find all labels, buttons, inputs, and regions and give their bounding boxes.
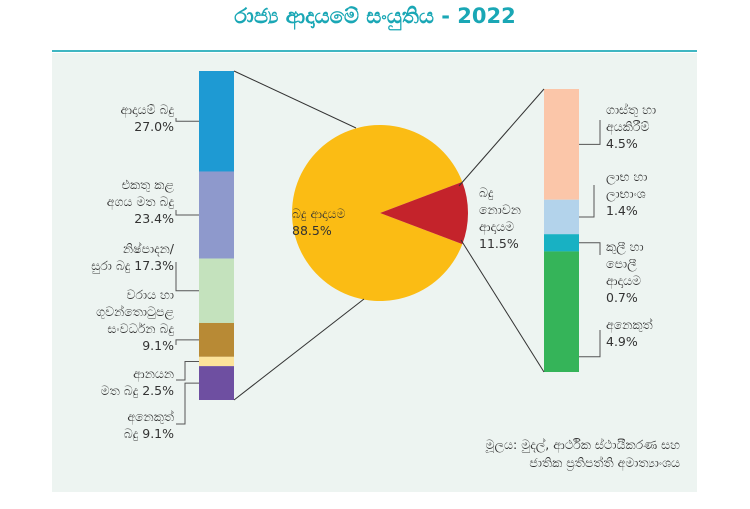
right-bar-segment-1 xyxy=(544,199,579,235)
chart-title: රාජ්‍ය ආදායමේ සංයුතිය - 2022 xyxy=(234,4,516,28)
leader-right-3 xyxy=(579,330,601,358)
left-bar-label-2: නිෂ්පාදන/ සුරා බදු 17.3% xyxy=(91,241,174,273)
right-bar-segment-2 xyxy=(544,234,579,252)
leader-right-2 xyxy=(579,242,601,255)
pie-slice-tax-revenue xyxy=(292,124,463,301)
left-bar-label-5: අනෙකුත් බදු 9.1% xyxy=(123,409,174,441)
left-bar-segment-5 xyxy=(199,366,234,400)
left-bar-segment-2 xyxy=(199,258,234,323)
leader-right-1 xyxy=(579,185,595,218)
left-bar-label-3: වරාය හා ගුවන්තොටුපළ සංවර්ධන බදු 9.1% xyxy=(96,287,174,353)
left-bar-segment-4 xyxy=(199,356,234,367)
right-bar-label-3: අනෙකුත් 4.9% xyxy=(606,317,653,349)
left-bar-segment-1 xyxy=(199,171,234,259)
right-bar-label-1: ලාභ හා ලාභාංශ 1.4% xyxy=(606,169,648,218)
leader-right-0 xyxy=(579,120,601,145)
pie-label-non-tax-revenue: බදු නොවන ආදායම 11.5% xyxy=(479,185,521,251)
right-bar-segment-0 xyxy=(544,89,579,200)
connector-left-bottom xyxy=(233,298,365,401)
right-bar-label-2: කුලී හා පොලී ආදායම 0.7% xyxy=(606,239,644,305)
title-underline xyxy=(52,50,697,52)
left-bar-segment-0 xyxy=(199,71,234,172)
leader-left-5 xyxy=(176,382,199,425)
left-bar-label-4: ආනයන මත බදු 2.5% xyxy=(100,366,174,398)
left-bar-label-1: එකතු කළ අගය මත බදු 23.4% xyxy=(106,177,174,226)
pie-slice-non-tax-revenue xyxy=(380,181,469,245)
leader-left-0 xyxy=(175,118,199,122)
connector-right-bottom xyxy=(460,239,545,373)
right-bar-label-0: ගාස්තු හා අයකිරීම් 4.5% xyxy=(606,102,657,151)
leader-left-1 xyxy=(175,210,199,216)
connector-right-top xyxy=(458,88,545,187)
source-note: මූලය: මුදල්, ආර්ථික ස්ථායීකරණ සහ ජාතික ප… xyxy=(485,437,680,470)
connector-left-top xyxy=(233,70,357,129)
left-bar-segment-3 xyxy=(199,322,234,357)
pie-label-tax-revenue: බදු ආදායම 88.5% xyxy=(292,206,346,238)
leader-left-3 xyxy=(175,339,199,345)
leader-left-4 xyxy=(176,360,199,381)
leader-left-2 xyxy=(175,262,199,292)
right-bar-segment-3 xyxy=(544,251,579,372)
left-bar-label-0: ආදායම් බදු 27.0% xyxy=(120,102,174,134)
